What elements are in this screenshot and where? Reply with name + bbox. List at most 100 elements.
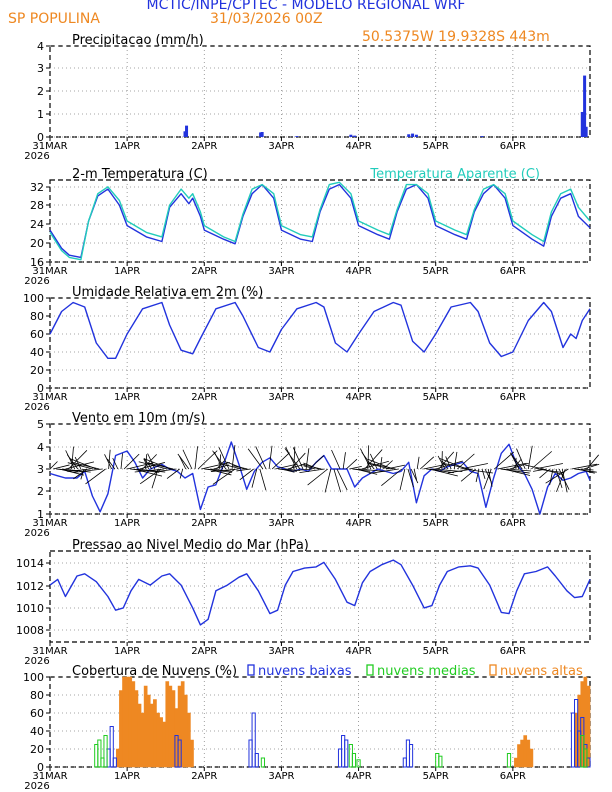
wind-xtick-label: 31MAR [32,518,67,529]
coordinates-label: 50.5375W 19.9328S 443m [362,29,550,45]
clouds-ytick-label: 60 [30,707,44,720]
cloud-bar-nuvens-medias [260,757,266,768]
wind-arrow [307,468,328,486]
wind-arrow [194,446,199,470]
cloud-bar-nuvens-altas [190,739,194,768]
rh-ytick-label: 40 [30,346,44,359]
wind-arrow [255,446,267,470]
precip-title: Precipitacao (mm/h) [72,33,204,48]
temp-ytick-label: 32 [30,181,44,194]
precip-bar [295,136,299,137]
wind-arrow [487,468,493,487]
wind-arrow [233,465,248,470]
temp-xtick-label: 4APR [345,266,371,277]
wind-arrow [483,468,492,490]
cloud-bar-nuvens-baixas [112,757,117,768]
pres-xtick-label: 3APR [268,646,294,657]
cloud-bar-nuvens-baixas [344,739,349,768]
wind-arrow [134,468,165,473]
temp-ytick-label: 24 [30,218,44,231]
wind-arrow [290,452,306,470]
wind-arrow [367,445,370,470]
wind-title: Vento em 10m (m/s) [72,411,205,426]
cloud-bar-nuvens-baixas [251,712,256,768]
cloud-bar-nuvens-altas [149,703,154,768]
precip-ytick-label: 2 [37,85,44,98]
precip-xtick-label: 1APR [114,141,140,152]
wind-arrows [49,445,600,493]
precip-xtick-label: 31MAR [32,141,67,152]
cloud-bar-nuvens-altas [134,690,139,768]
precip-bar [407,134,411,137]
wind-arrow [386,464,406,470]
wind-arrow [85,468,106,485]
wind-arrow [281,468,295,473]
wind-arrow [154,468,177,473]
precip-bar [583,75,587,137]
wind-arrow [571,463,598,470]
wind-arrow [445,456,452,470]
cloud-bar-nuvens-altas [143,685,148,768]
wind-arrow [210,468,239,472]
wind-xtick-label: 5APR [423,518,449,529]
cloud-bar-nuvens-baixas [408,744,414,768]
clouds-ytick-label: 20 [30,743,44,756]
pres-ytick-label: 1014 [16,557,44,570]
wind-arrow [179,456,187,470]
cloud-bar-nuvens-medias [97,739,102,768]
wind-arrow [324,468,332,493]
wind-line-vento [49,441,591,515]
temp-panel: 16 20 24 28 32 31MAR 1APR 2APR 3APR 4APR 5APR 6APR 2… [24,167,591,287]
clouds-xtick-label: 5APR [423,771,449,782]
wind-arrow [179,468,184,479]
temp-xtick-label: 6APR [500,266,526,277]
wind-arrow [342,452,346,470]
wind-xtick-label: 3APR [268,518,294,529]
wind-arrow [475,468,480,483]
precip-xtick-label: 2APR [191,141,217,152]
rh-xtick-label: 1APR [114,392,140,403]
wind-arrow [259,468,267,491]
precip-bar [349,134,353,137]
wind-arrow [300,463,322,470]
precip-xtick-label: 5APR [423,141,449,152]
wind-arrow [331,449,341,470]
cloud-bar-nuvens-altas [137,703,142,768]
temp-line-temperatura [49,183,591,259]
precip-bar [260,131,264,137]
wind-arrow [583,463,600,470]
wind-arrow [506,468,532,472]
wind-arrow [303,465,316,470]
wind-arrow [516,448,526,470]
wind-arrow [212,450,227,470]
cloud-bar-nuvens-altas [153,699,157,768]
wind-arrow [410,468,419,484]
wind-arrow [511,454,520,470]
wind-arrow [73,468,103,473]
wind-arrow [413,468,417,480]
wind-xtick-label: 2APR [191,518,217,529]
wind-arrow [108,449,111,470]
rh-ytick-label: 60 [30,328,44,341]
wind-arrow [556,468,566,493]
wind-arrow [65,450,76,470]
wind-ytick-label: 2 [37,485,44,498]
cloud-bar-nuvens-altas [187,712,191,768]
wind-arrow [437,455,446,470]
wind-arrow [285,446,298,470]
precip-bar [259,132,263,137]
temp-legend-label: Temperatura Aparente (C) [369,167,540,182]
wind-arrow [333,468,342,493]
temp-xtick-label: 5APR [423,266,449,277]
wind-arrow [299,468,325,474]
wind-arrow [555,468,563,489]
cloud-bar-nuvens-altas [128,676,133,768]
wind-arrow [70,461,100,470]
precip-xtick-label: 4APR [345,141,371,152]
cloud-legend-label: nuvens altas [500,664,583,679]
temp-ytick-label: 16 [30,256,44,269]
wind-arrow [497,462,527,470]
wind-arrow [247,448,264,470]
